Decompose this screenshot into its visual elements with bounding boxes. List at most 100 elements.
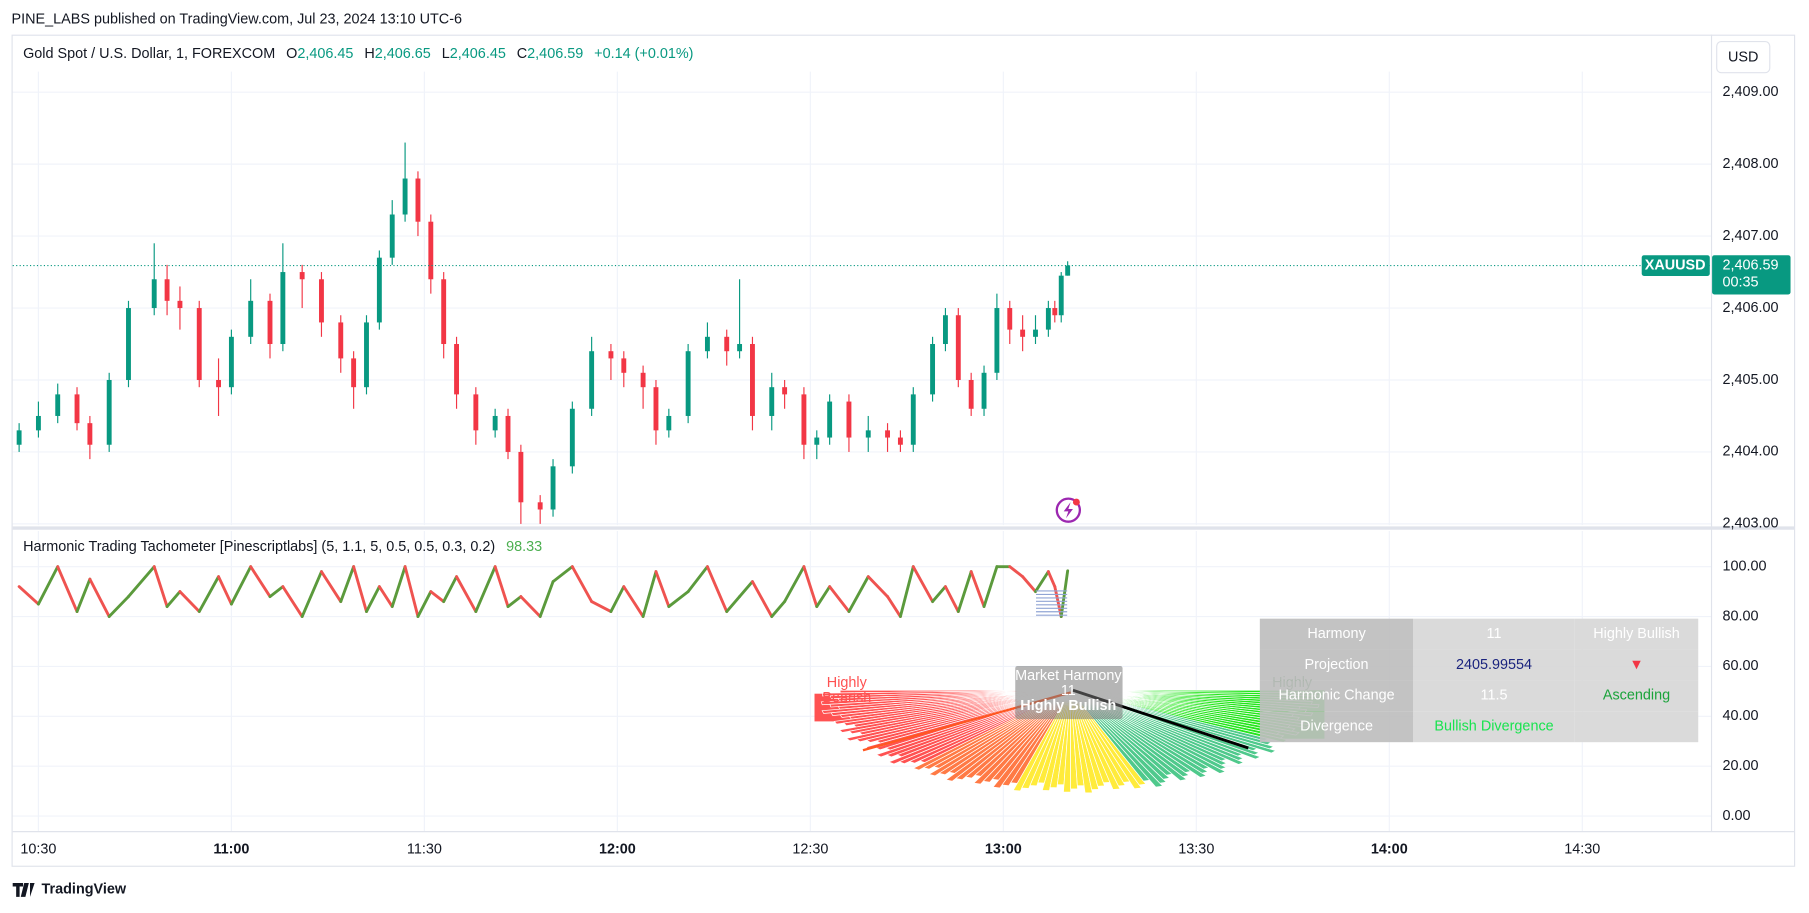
alert-bolt	[1063, 502, 1073, 519]
table-cell	[1574, 618, 1699, 650]
table-text: Bullish Divergence	[1434, 719, 1553, 735]
candle-body	[685, 351, 691, 416]
candle-body	[338, 322, 344, 359]
indicator-title: Harmonic Trading Tachometer [Pinescriptl…	[23, 539, 495, 555]
candle-body	[640, 372, 646, 388]
candle-body	[454, 344, 459, 395]
candle-body	[930, 344, 936, 395]
oscillator-segment	[165, 590, 182, 608]
oscillator-segment	[229, 565, 253, 606]
x-tick-label: 12:30	[792, 841, 828, 857]
oscillator-segment	[36, 565, 60, 606]
y-tick-label: 20.00	[1722, 758, 1758, 774]
candle-body	[16, 430, 22, 445]
candle-body	[968, 379, 974, 409]
candle-body	[769, 387, 775, 416]
candle-body	[364, 322, 369, 388]
candle-body	[942, 315, 948, 345]
oscillator-segment	[667, 590, 690, 608]
candle-body	[492, 415, 498, 431]
candle-body	[1020, 329, 1026, 337]
candle-body	[1052, 308, 1058, 316]
legend-l-value: 2,406.45	[450, 46, 506, 62]
oscillator-segment	[403, 565, 420, 618]
oscillator-segment	[107, 595, 130, 618]
table-cell	[1259, 680, 1414, 712]
oscillator-segment	[783, 565, 806, 604]
candle-body	[724, 336, 730, 352]
candle-body	[910, 394, 916, 445]
oscillator-segment	[847, 575, 870, 613]
candle-body	[750, 344, 755, 416]
gauge-center-state: Highly Bullish	[1020, 698, 1116, 714]
candle-body	[1033, 329, 1038, 337]
indicator-value: 98.33	[506, 539, 542, 555]
legend-c-label: C	[517, 46, 527, 62]
candle-body	[737, 344, 743, 352]
x-tick-label: 11:30	[407, 841, 442, 857]
oscillator-segment	[416, 590, 433, 618]
candle-body	[248, 300, 254, 337]
oscillator-segment	[56, 565, 79, 613]
candle-body	[126, 308, 131, 380]
candle-body	[196, 308, 202, 380]
candle-body	[814, 437, 820, 445]
candle-body	[569, 408, 575, 467]
oscillator-segment	[751, 580, 774, 618]
candle-body	[177, 300, 183, 309]
alert-icon[interactable]	[1055, 497, 1082, 523]
currency-button[interactable]	[1716, 40, 1771, 74]
oscillator-segment	[943, 585, 960, 613]
x-tick-label: 14:00	[1371, 841, 1408, 857]
candle-body	[885, 430, 890, 438]
table-cell	[1574, 649, 1699, 681]
oscillator-segment	[911, 565, 935, 604]
candle-body	[827, 401, 833, 438]
symbol-title: Gold Spot / U.S. Dollar, 1, FOREXCOM	[23, 46, 275, 62]
candle-body	[216, 379, 221, 388]
candle-body	[415, 178, 421, 222]
symbol-tag	[1641, 255, 1710, 276]
table-text: 11	[1487, 626, 1502, 642]
gauge-center-box	[1015, 665, 1123, 720]
candle-body	[74, 394, 80, 424]
oscillator-segment	[654, 570, 671, 608]
oscillator-segment	[969, 570, 986, 608]
indicator-legend: Harmonic Trading Tachometer [Pinescriptl…	[23, 539, 542, 555]
oscillator-segment	[339, 565, 356, 604]
candle-body	[666, 415, 672, 431]
oscillator-segment	[982, 565, 999, 608]
candle-body	[608, 351, 614, 359]
y-tick-label: 2,408.00	[1722, 156, 1778, 172]
oscillator-segment	[455, 575, 478, 613]
candle-body	[1058, 275, 1064, 316]
oscillator-segment	[815, 585, 832, 608]
y-tick-label: 2,409.00	[1722, 84, 1778, 100]
candle-body	[151, 279, 157, 309]
candle-body	[164, 279, 170, 301]
gauge-left-label: Bearish	[822, 690, 871, 706]
oscillator-segment	[17, 585, 40, 606]
oscillator-segment	[738, 580, 754, 599]
oscillator-segment	[570, 565, 594, 604]
frame	[11, 34, 1796, 867]
oscillator-segment	[300, 570, 323, 618]
alert-dot	[1072, 498, 1080, 506]
y-tick-label: 40.00	[1722, 708, 1758, 724]
oscillator-segment	[725, 595, 742, 613]
table-text: 11.5	[1481, 688, 1508, 704]
y-tick-label: 80.00	[1722, 608, 1758, 624]
oscillator-segment	[1059, 569, 1070, 618]
candle-body	[473, 394, 479, 431]
candle-body	[801, 394, 807, 445]
oscillator-segment	[622, 585, 645, 618]
candle-body	[550, 466, 556, 510]
oscillator-segment	[1034, 570, 1050, 594]
candle-body	[994, 308, 1000, 373]
oscillator-segment	[898, 565, 915, 618]
countdown-text: 00:35	[1722, 275, 1758, 291]
table-text: Highly Bullish	[1593, 626, 1679, 642]
table-cell	[1259, 618, 1414, 650]
info-table: Harmony 11 Highly Bullish Projection 2405.99…	[1259, 618, 1699, 743]
